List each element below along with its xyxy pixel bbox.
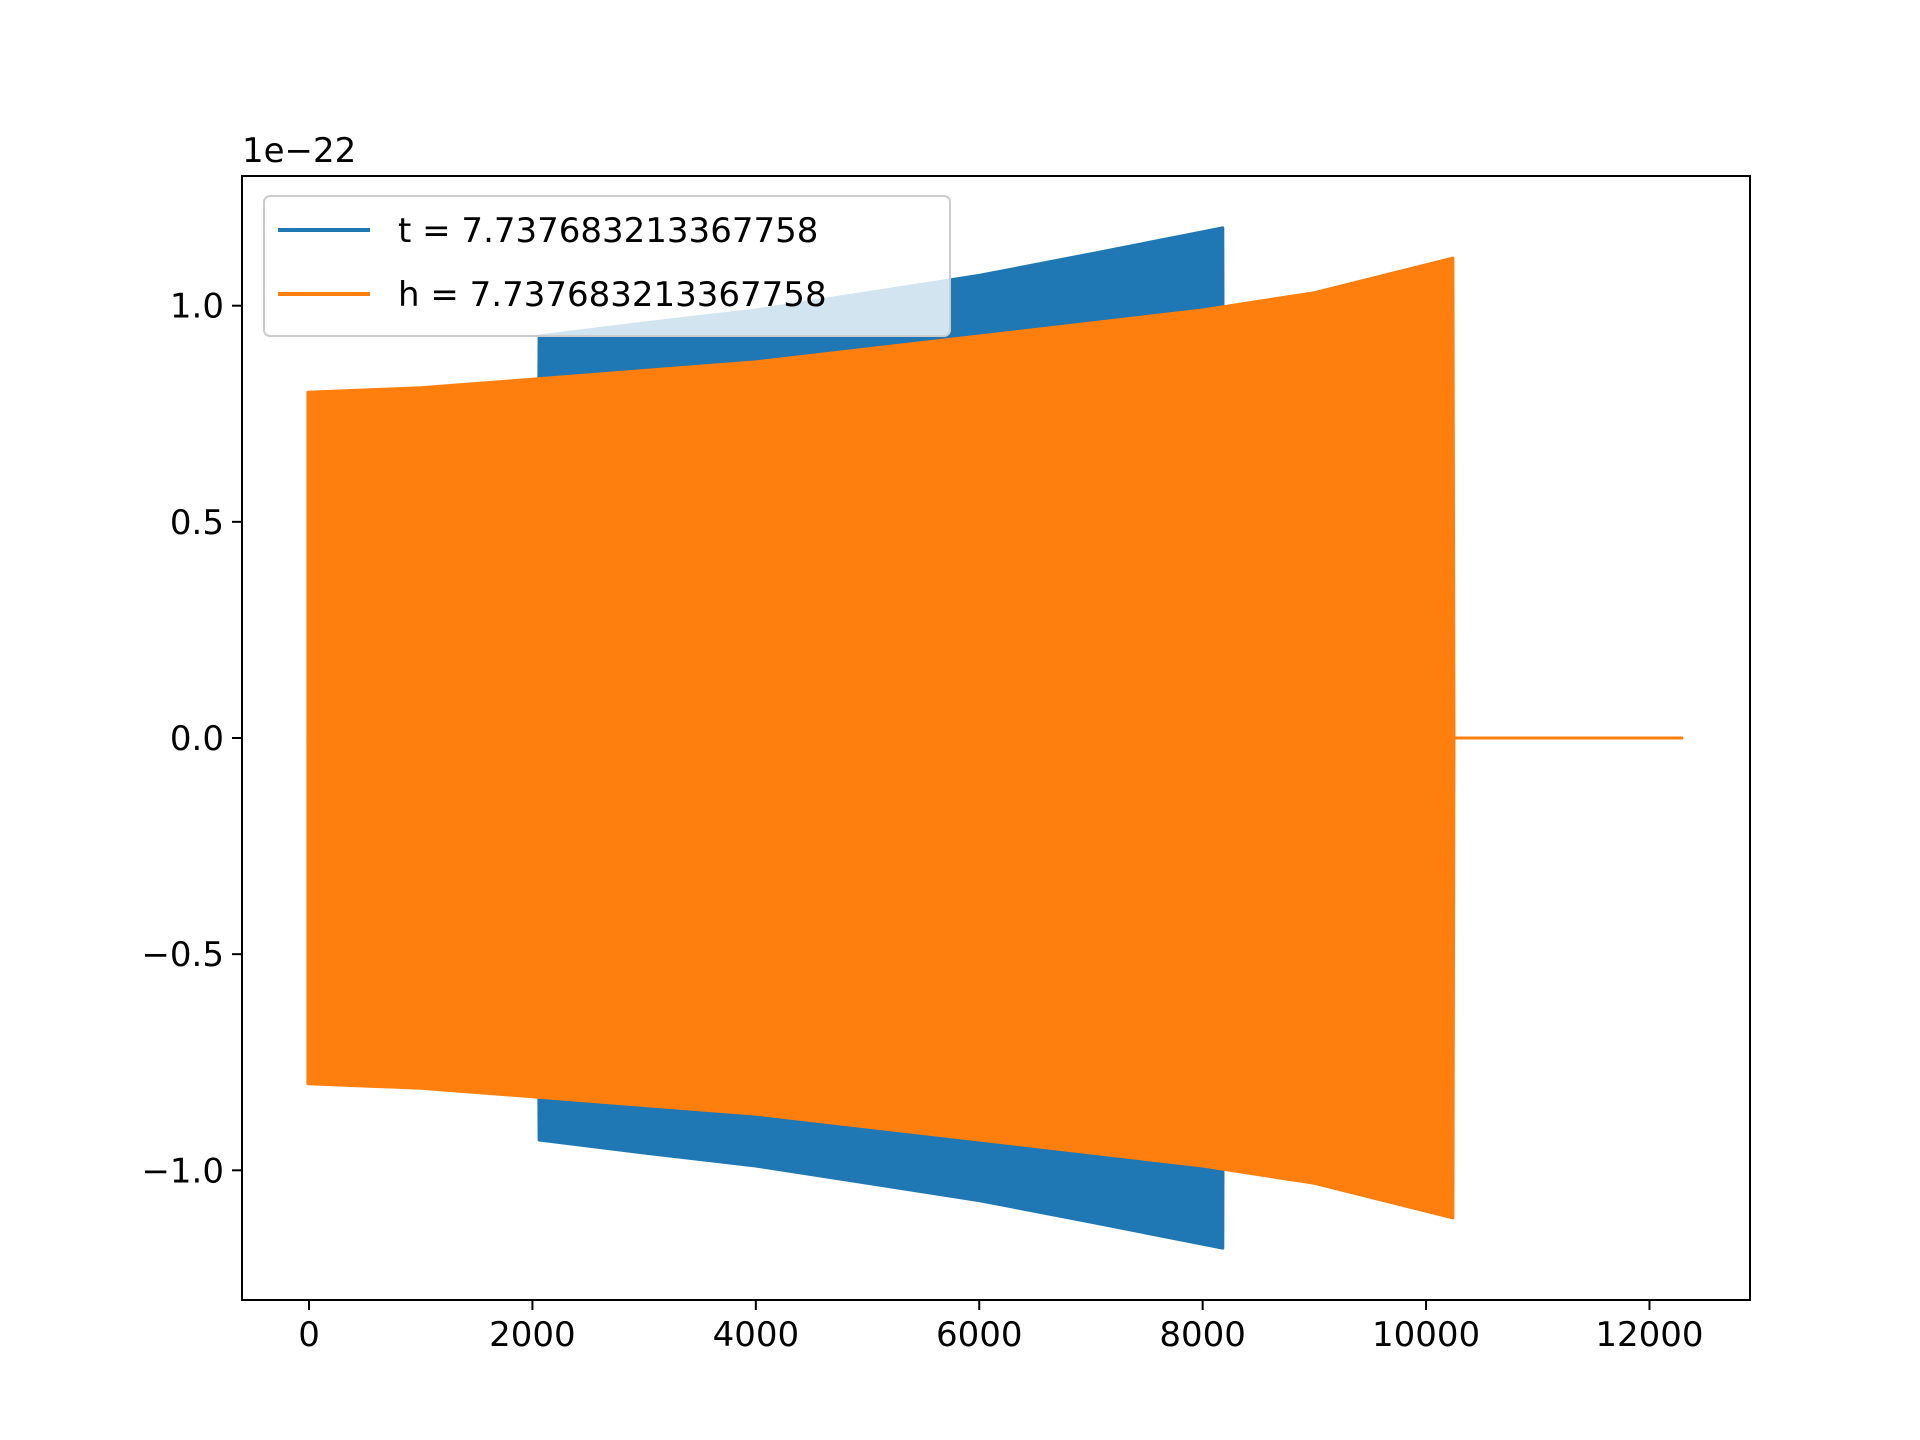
x-tick-label: 0 bbox=[298, 1315, 320, 1355]
series-1 bbox=[306, 256, 1684, 1220]
x-tick-label: 12000 bbox=[1595, 1315, 1703, 1355]
series-layer bbox=[306, 226, 1684, 1250]
y-tick-label: −1.0 bbox=[141, 1151, 224, 1191]
x-tick-label: 4000 bbox=[713, 1315, 800, 1355]
x-tick-label: 10000 bbox=[1372, 1315, 1480, 1355]
x-tick-label: 6000 bbox=[936, 1315, 1023, 1355]
legend-label: t = 7.737683213367758 bbox=[398, 211, 818, 251]
y-axis: −1.0 −0.5 0.0 0.5 1.0 bbox=[141, 287, 242, 1191]
y-tick-label: 1.0 bbox=[170, 287, 224, 327]
y-tick-label: −0.5 bbox=[141, 935, 224, 975]
x-axis: 0 2000 4000 6000 8000 10000 12000 bbox=[298, 1300, 1704, 1355]
y-tick-label: 0.0 bbox=[170, 719, 224, 759]
x-tick-label: 2000 bbox=[489, 1315, 576, 1355]
legend: t = 7.737683213367758 h = 7.7376832133677… bbox=[263, 195, 951, 337]
legend-label: h = 7.737683213367758 bbox=[398, 275, 827, 315]
x-tick-label: 8000 bbox=[1159, 1315, 1246, 1355]
legend-box bbox=[263, 195, 951, 337]
y-tick-label: 0.5 bbox=[170, 503, 224, 543]
y-scale-label: 1e−22 bbox=[242, 131, 356, 171]
